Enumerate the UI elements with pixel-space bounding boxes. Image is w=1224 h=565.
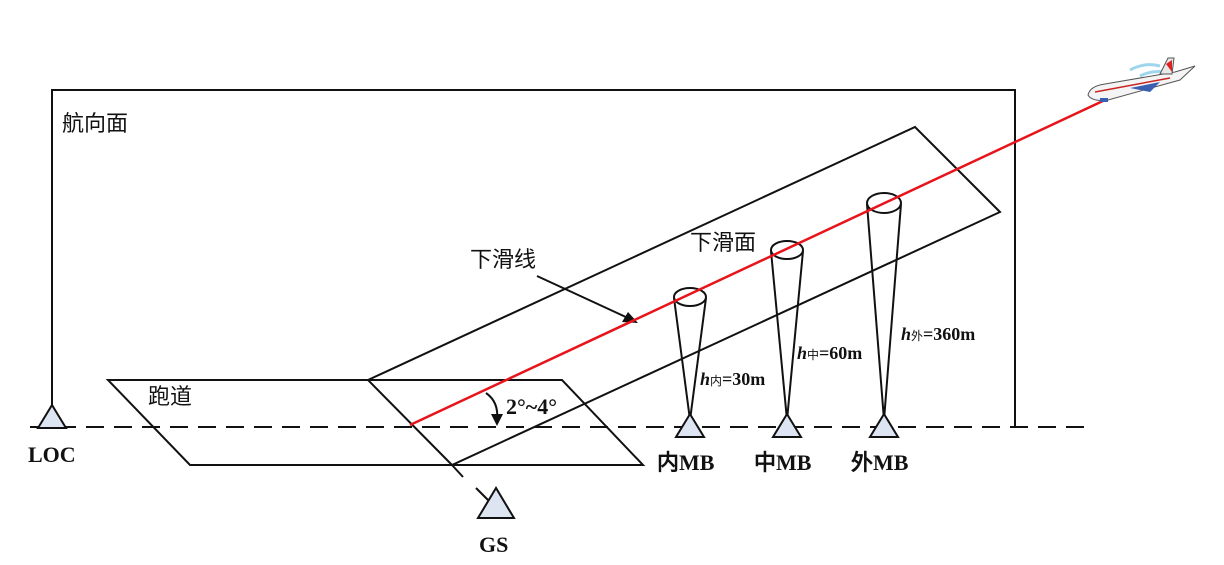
runway-label: 跑道 — [148, 385, 192, 410]
middle-mb-label: 中MB — [754, 450, 812, 475]
inner-marker-cone — [673, 287, 707, 421]
runway — [105, 379, 646, 466]
loc-label: LOC — [28, 442, 76, 467]
outer-height-label: h外=360m — [901, 324, 975, 344]
loc-antenna-icon — [36, 403, 68, 429]
heading-plane-label: 航向面 — [62, 112, 128, 137]
inner-height-label: h内=30m — [700, 369, 765, 389]
gs-antenna-icon — [476, 486, 516, 519]
inner-mb-label: 内MB — [657, 450, 715, 475]
middle-marker-cone — [770, 240, 804, 421]
glide-path-line — [409, 98, 1106, 427]
inner-mb-antenna-icon — [674, 412, 706, 438]
angle-arrowhead — [491, 414, 503, 426]
outer-mb-label: 外MB — [851, 450, 909, 475]
gs-antenna-stub — [475, 487, 490, 502]
glide-line-pointer — [536, 275, 629, 319]
glide-plane-extension — [451, 464, 464, 478]
angle-label: 2°~4° — [506, 394, 557, 419]
airplane-icon — [1087, 57, 1196, 102]
glide-line-label: 下滑线 — [470, 248, 536, 273]
middle-mb-antenna-icon — [771, 412, 803, 438]
heading-plane-outline — [51, 89, 1016, 426]
gs-label: GS — [479, 532, 508, 557]
glide-plane — [366, 125, 1002, 467]
outer-mb-antenna-icon — [868, 412, 900, 438]
glide-plane-label: 下滑面 — [690, 231, 756, 256]
middle-height-label: h中=60m — [797, 343, 862, 363]
outer-marker-cone — [866, 192, 902, 421]
